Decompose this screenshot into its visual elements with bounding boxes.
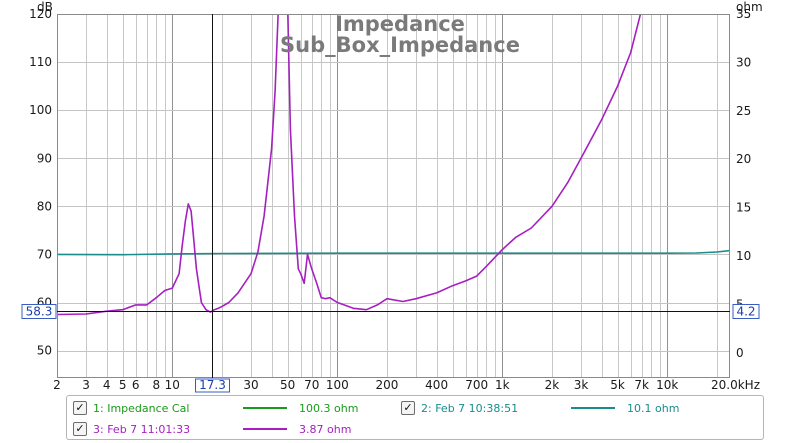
series-layer — [57, 14, 730, 316]
left-tick-label: 90 — [37, 151, 52, 165]
legend-series-value: 3.87 ohm — [299, 422, 352, 436]
legend-checkbox[interactable]: ✓ — [73, 422, 87, 436]
right-tick-label: 15 — [736, 201, 751, 215]
right-tick-label: 30 — [736, 55, 751, 69]
legend-item-2: ✓ 2: Feb 7 10:38:51 10.1 ohm — [401, 399, 679, 417]
series-line-3 — [57, 14, 642, 316]
right-axis-unit: ohm — [736, 0, 763, 14]
cursor-x-value: 17.3 — [199, 378, 226, 392]
x-tick-label: 10k — [656, 378, 678, 392]
right-tick-label: 35 — [736, 7, 751, 21]
right-tick-label: 20 — [736, 152, 751, 166]
cursor-x-tag-box — [195, 378, 230, 393]
left-axis-unit: dB — [37, 0, 53, 14]
series-line-2 — [57, 249, 730, 256]
x-axis-end-label: 20.0kHz — [711, 378, 760, 392]
x-tick-label: 400 — [425, 378, 448, 392]
x-tick-label: 200 — [376, 378, 399, 392]
legend-series-name: 3: Feb 7 11:01:33 — [93, 422, 191, 436]
x-tick-label: 5 — [119, 378, 127, 392]
legend-line-swatch — [243, 428, 287, 430]
cursor[interactable]: 58.3 4.2 17.3 — [21, 14, 760, 393]
legend-checkbox[interactable]: ✓ — [73, 401, 87, 415]
x-tick-label: 700 — [465, 378, 488, 392]
x-tick-label: 1k — [495, 378, 510, 392]
x-tick-label: 10 — [165, 378, 180, 392]
left-tick-label: 70 — [37, 247, 52, 261]
x-tick-label: 100 — [326, 378, 349, 392]
legend-checkbox[interactable]: ✓ — [401, 401, 415, 415]
x-tick-label: 8 — [153, 378, 161, 392]
x-tick-label: 5k — [610, 378, 625, 392]
x-tick-label: 70 — [304, 378, 319, 392]
legend-item-1: ✓ 1: Impedance Cal 100.3 ohm — [73, 399, 358, 417]
x-tick-label: 30 — [243, 378, 258, 392]
legend-item-3: ✓ 3: Feb 7 11:01:33 3.87 ohm — [73, 420, 351, 438]
plot-frame — [57, 14, 730, 378]
x-tick-label: 2 — [53, 378, 61, 392]
cursor-left-value: 58.3 — [26, 305, 53, 319]
left-tick-label: 100 — [29, 103, 52, 117]
plot-area[interactable] — [57, 14, 730, 378]
legend-line-swatch — [243, 407, 287, 409]
legend-series-name: 2: Feb 7 10:38:51 — [421, 401, 519, 415]
cursor-left-tag-box — [21, 304, 57, 319]
cursor-right-value: 4.2 — [736, 305, 755, 319]
right-tick-label: 10 — [736, 249, 751, 263]
left-tick-label: 120 — [29, 7, 52, 21]
x-tick-label: 3 — [82, 378, 90, 392]
right-tick-label: 0 — [736, 346, 744, 360]
cursor-right-tag-box — [732, 304, 760, 319]
x-tick-label: 3k — [574, 378, 589, 392]
left-tick-label: 50 — [37, 344, 52, 358]
chart-subtitle: Sub_Box_Impedance — [280, 33, 520, 57]
x-tick-label: 4 — [103, 378, 111, 392]
impedance-chart[interactable]: 506070809010011012005101520253035dBohm23… — [0, 0, 800, 395]
x-tick-label: 7k — [634, 378, 649, 392]
legend-series-value: 100.3 ohm — [299, 401, 359, 415]
chart-title: Impedance — [335, 12, 465, 36]
x-tick-label: 6 — [132, 378, 140, 392]
x-tick-label: 50 — [280, 378, 295, 392]
x-tick-label: 2k — [545, 378, 560, 392]
legend-line-swatch — [571, 407, 615, 409]
left-tick-label: 80 — [37, 199, 52, 213]
legend-series-value: 10.1 ohm — [627, 401, 680, 415]
legend: ✓ 1: Impedance Cal 100.3 ohm ✓ 2: Feb 7 10:3… — [66, 395, 764, 440]
left-tick-label: 110 — [29, 55, 52, 69]
right-tick-label: 25 — [736, 104, 751, 118]
legend-series-name: 1: Impedance Cal — [93, 401, 190, 415]
